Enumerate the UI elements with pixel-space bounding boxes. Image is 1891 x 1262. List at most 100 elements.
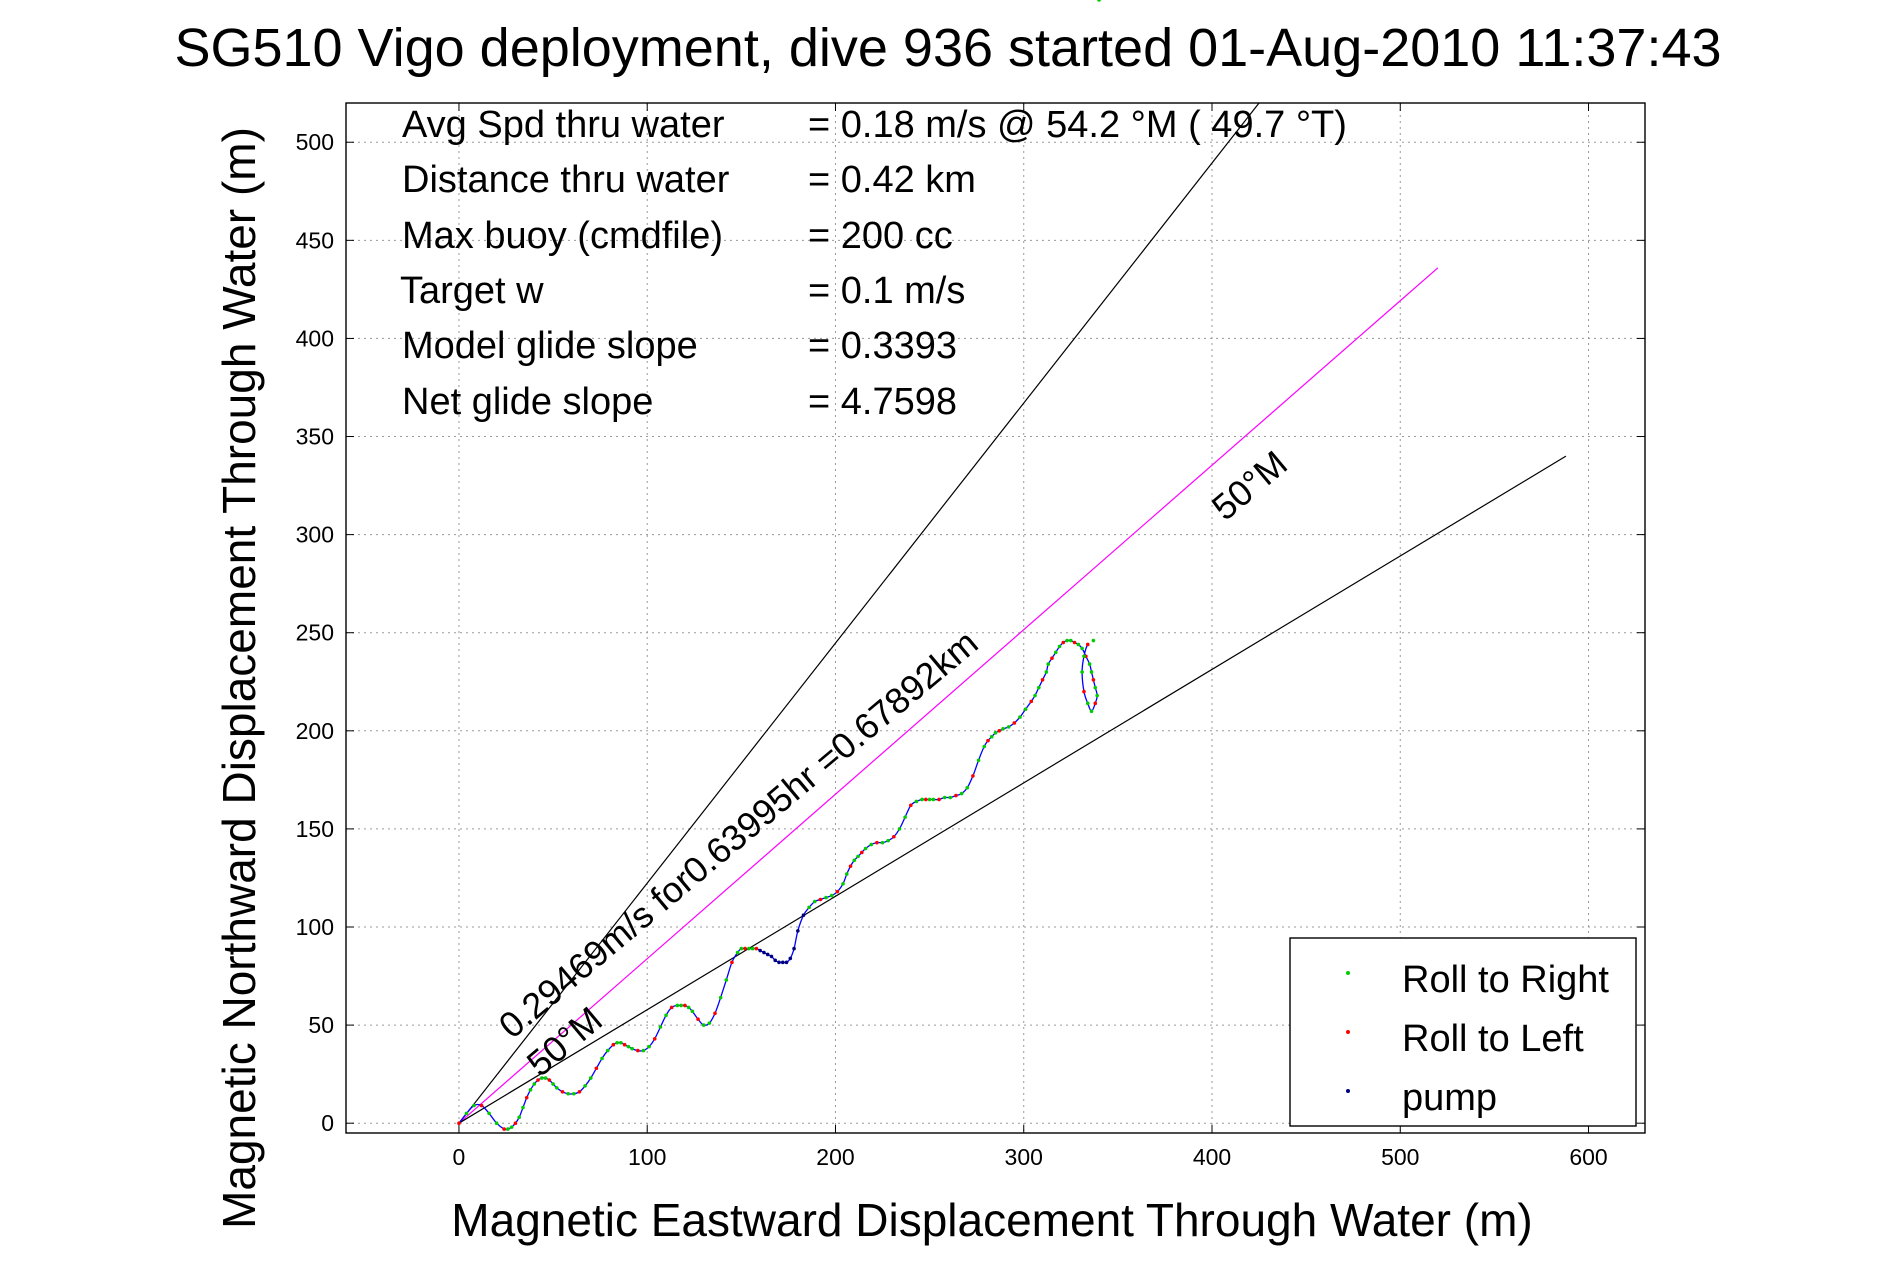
roll-right-marker — [528, 1088, 533, 1092]
roll-right-marker — [747, 946, 751, 951]
roll-right-marker — [494, 1121, 499, 1125]
x-tick-label: 400 — [1193, 1144, 1231, 1170]
roll-right-marker — [1095, 693, 1099, 698]
roll-right-marker — [1033, 693, 1037, 698]
info-label-target-w: Target w — [400, 270, 544, 312]
roll-right-marker — [543, 1076, 548, 1080]
info-value-target-w: = 0.1 m/s — [808, 270, 965, 312]
x-tick-label: 100 — [628, 1144, 666, 1170]
roll-left-marker — [696, 1017, 700, 1022]
roll-left-marker — [652, 1037, 657, 1041]
roll-left-marker — [986, 738, 990, 743]
info-value-distance: = 0.42 km — [808, 159, 976, 201]
pump-marker — [762, 950, 766, 955]
legend-label-roll-left: Roll to Left — [1402, 1018, 1584, 1060]
roll-right-marker — [701, 1023, 706, 1027]
roll-right-marker — [807, 905, 811, 910]
info-value-model-glide: = 0.3393 — [808, 325, 957, 367]
roll-left-marker — [524, 1095, 529, 1100]
info-value-net-glide: = 4.7598 — [808, 381, 957, 423]
roll-right-marker — [863, 846, 868, 851]
roll-right-marker — [679, 1003, 683, 1008]
roll-right-marker — [1085, 701, 1090, 706]
pump-marker — [784, 960, 789, 965]
roll-right-marker — [1069, 638, 1073, 643]
roll-left-marker — [622, 1042, 627, 1047]
y-tick-label: 200 — [296, 718, 334, 744]
x-tick-label: 0 — [453, 1144, 466, 1170]
roll-right-marker — [1001, 727, 1005, 731]
x-tick-label: 300 — [1005, 1144, 1043, 1170]
roll-left-marker — [713, 1011, 717, 1016]
roll-right-marker — [982, 744, 987, 749]
roll-right-marker — [630, 1046, 634, 1051]
roll-right-marker — [942, 795, 947, 800]
roll-right-marker — [1018, 715, 1022, 719]
reference-lines — [458, 102, 1567, 1124]
info-value-avg-speed: = 0.18 m/s @ 54.2 °M ( 49.7 °T) — [808, 104, 1347, 146]
roll-right-marker — [856, 854, 860, 859]
reference-line-lower-bound — [458, 455, 1567, 1124]
roll-right-marker — [464, 1111, 469, 1116]
roll-right-marker — [852, 858, 857, 863]
roll-left-marker — [1040, 678, 1045, 682]
roll-right-marker — [555, 1086, 559, 1090]
roll-left-marker — [636, 1048, 640, 1053]
roll-right-marker — [1097, 0, 1101, 2]
roll-right-marker — [903, 815, 907, 819]
roll-right-marker — [1023, 707, 1028, 712]
roll-right-marker — [841, 882, 845, 886]
reference-line-net-vector — [458, 267, 1439, 1124]
x-tick-label: 200 — [816, 1144, 854, 1170]
y-tick-label: 50 — [308, 1012, 334, 1038]
roll-right-marker — [829, 893, 834, 898]
roll-right-marker — [690, 1009, 695, 1014]
x-tick-label: 500 — [1381, 1144, 1419, 1170]
roll-right-marker — [707, 1021, 712, 1025]
roll-left-marker — [1029, 699, 1034, 704]
roll-right-marker — [664, 1013, 668, 1018]
roll-left-marker — [683, 1003, 687, 1008]
roll-right-marker — [1089, 670, 1094, 674]
roll-right-marker — [588, 1076, 593, 1080]
pump-marker — [780, 960, 785, 965]
roll-right-marker — [750, 946, 755, 951]
pump-marker — [765, 952, 770, 957]
roll-right-marker — [686, 1005, 691, 1010]
legend-label-roll-right: Roll to Right — [1402, 959, 1609, 1001]
roll-right-marker — [1065, 638, 1069, 643]
roll-right-marker — [1053, 650, 1058, 655]
roll-left-marker — [1093, 701, 1098, 706]
roll-right-marker — [1093, 685, 1098, 690]
roll-right-marker — [615, 1040, 619, 1045]
roll-right-marker — [739, 946, 744, 951]
roll-right-marker — [1091, 638, 1096, 643]
info-value-max-buoy: = 200 cc — [808, 215, 953, 257]
roll-left-marker — [860, 850, 864, 855]
pump-marker — [801, 913, 806, 918]
roll-left-marker — [502, 1127, 506, 1131]
roll-left-marker — [1012, 721, 1017, 725]
roll-right-marker — [886, 838, 890, 843]
roll-right-marker — [965, 785, 970, 790]
pump-marker — [758, 948, 762, 953]
roll-right-marker — [844, 872, 849, 876]
y-tick-label: 250 — [296, 620, 334, 646]
roll-right-marker — [521, 1105, 525, 1110]
legend: Roll to Right Roll to Left pump — [1289, 937, 1637, 1127]
roll-left-marker — [560, 1090, 565, 1094]
roll-right-marker — [976, 758, 981, 763]
roll-left-marker — [924, 797, 928, 802]
legend-label-pump: pump — [1402, 1077, 1497, 1119]
plot-frame — [345, 102, 1646, 1134]
info-label-model-glide: Model glide slope — [402, 325, 698, 367]
info-label-avg-speed: Avg Spd thru water — [402, 104, 725, 146]
upper-heading-label: 50°M — [1204, 442, 1295, 528]
roll-left-marker — [513, 1121, 518, 1125]
net-line-label: 0.29469m/s for0.63995hr =0.67892km — [491, 622, 986, 1046]
y-tick-label: 400 — [296, 325, 334, 351]
roll-right-marker — [532, 1082, 537, 1086]
roll-right-marker — [647, 1044, 651, 1049]
legend-marker-roll-left — [1346, 1030, 1350, 1034]
